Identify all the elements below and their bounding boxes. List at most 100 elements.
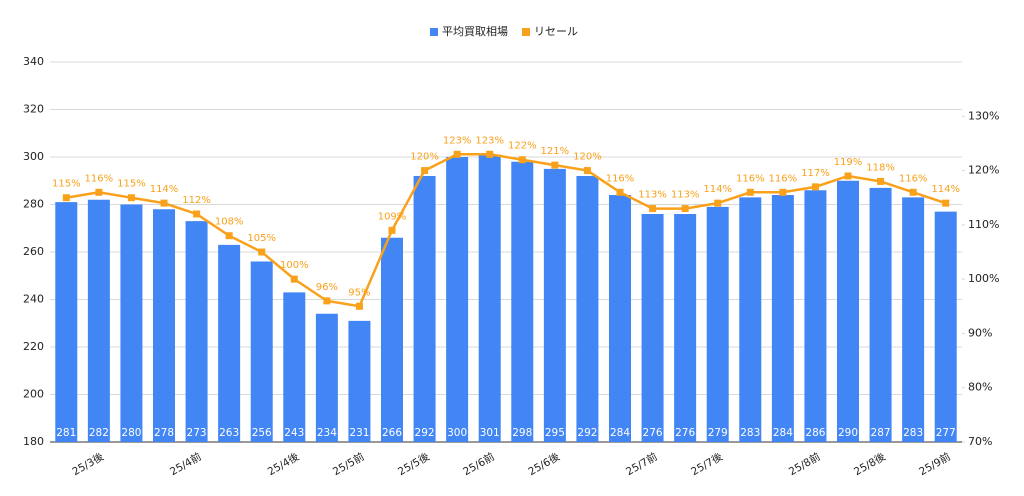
line-value-label: 123% (475, 135, 504, 146)
line-marker (323, 297, 331, 305)
bar (902, 197, 925, 442)
line-value-label: 116% (769, 173, 798, 184)
y2-tick-label: 110% (968, 218, 999, 231)
line-marker (355, 302, 363, 310)
line-marker (583, 167, 591, 175)
legend-label: 平均買取相場 (442, 25, 508, 38)
bar-value-label: 243 (284, 427, 304, 439)
y-tick-label: 180 (23, 435, 44, 448)
line-marker (551, 161, 559, 169)
x-tick-label: 25/5後 (396, 450, 432, 479)
line-value-label: 115% (117, 179, 146, 190)
line (66, 153, 947, 308)
x-tick-label: 25/4後 (265, 450, 301, 479)
bar-value-label: 263 (219, 427, 239, 439)
bar (771, 195, 794, 442)
line-marker (811, 183, 819, 191)
line-value-label: 116% (606, 173, 635, 184)
bar (804, 190, 827, 442)
bar (641, 214, 664, 442)
legend-swatch (430, 28, 438, 36)
bar (446, 157, 469, 442)
bar (869, 187, 892, 442)
bar-value-label: 281 (56, 427, 76, 439)
y2-tick-label: 130% (968, 109, 999, 122)
x-tick-label: 25/3後 (70, 450, 106, 479)
y-tick-label: 320 (23, 103, 44, 116)
y2-tick-label: 70% (968, 435, 992, 448)
line-marker (681, 205, 689, 213)
x-tick-label: 25/7後 (689, 450, 725, 479)
line-value-label: 96% (316, 282, 338, 293)
bar (478, 154, 501, 442)
bar-value-label: 287 (871, 427, 891, 439)
bar-value-label: 276 (675, 427, 695, 439)
y-tick-label: 240 (23, 293, 44, 306)
line-value-label: 116% (85, 173, 114, 184)
line-value-label: 123% (443, 135, 472, 146)
line-marker (160, 199, 168, 207)
line-marker (486, 150, 494, 158)
bar (218, 244, 241, 442)
line-marker (942, 199, 950, 207)
y-tick-label: 200 (23, 388, 44, 401)
bar-value-label: 266 (382, 427, 402, 439)
bar (706, 206, 729, 442)
line-marker (95, 188, 103, 196)
bar (153, 209, 175, 442)
bar-value-label: 298 (512, 427, 532, 439)
bar-value-label: 278 (154, 427, 174, 439)
y-tick-label: 340 (23, 55, 44, 68)
bar-value-label: 284 (773, 427, 793, 439)
y2-tick-label: 90% (968, 326, 992, 339)
bar (543, 168, 566, 442)
line-marker (193, 210, 201, 218)
y2-tick-label: 120% (968, 164, 999, 177)
x-tick-label: 25/4前 (168, 450, 204, 478)
line-value-label: 114% (931, 184, 960, 195)
line-value-label: 114% (150, 184, 179, 195)
bar-value-label: 290 (838, 427, 858, 439)
line-value-label: 113% (671, 190, 700, 201)
line-marker (388, 226, 396, 234)
bar (283, 292, 306, 442)
line-marker (649, 205, 657, 213)
line-marker (127, 194, 135, 202)
y2-tick-label: 80% (968, 381, 992, 394)
line-marker (225, 232, 233, 240)
line-value-label: 109% (378, 211, 407, 222)
x-tick-label: 25/6前 (461, 450, 497, 478)
bar (250, 261, 273, 442)
line-value-label: 114% (703, 184, 732, 195)
bar-value-label: 284 (610, 427, 630, 439)
y-tick-label: 260 (23, 245, 44, 258)
bar (315, 313, 338, 442)
bar (87, 199, 110, 442)
line-marker (909, 188, 917, 196)
line-marker (616, 188, 624, 196)
bar (739, 197, 762, 442)
bar-value-label: 283 (740, 427, 760, 439)
bar (576, 176, 599, 442)
line-marker (779, 188, 787, 196)
y-tick-label: 220 (23, 340, 44, 353)
line-value-label: 119% (834, 157, 863, 168)
x-tick-label: 25/8前 (786, 450, 822, 478)
line-marker (746, 188, 754, 196)
bar-value-label: 276 (643, 427, 663, 439)
bar-value-label: 292 (415, 427, 435, 439)
bar-value-label: 282 (89, 427, 109, 439)
line-marker (62, 194, 70, 202)
bar (837, 180, 859, 442)
bar-value-label: 273 (187, 427, 207, 439)
line-value-label: 120% (573, 152, 602, 163)
line-value-label: 118% (866, 162, 895, 173)
bar-value-label: 283 (903, 427, 923, 439)
bar (348, 320, 371, 442)
bar (674, 214, 697, 442)
bar-value-label: 280 (121, 427, 141, 439)
x-tick-label: 25/5前 (330, 450, 366, 478)
line-value-label: 108% (215, 217, 244, 228)
x-tick-label: 25/8後 (852, 450, 888, 479)
